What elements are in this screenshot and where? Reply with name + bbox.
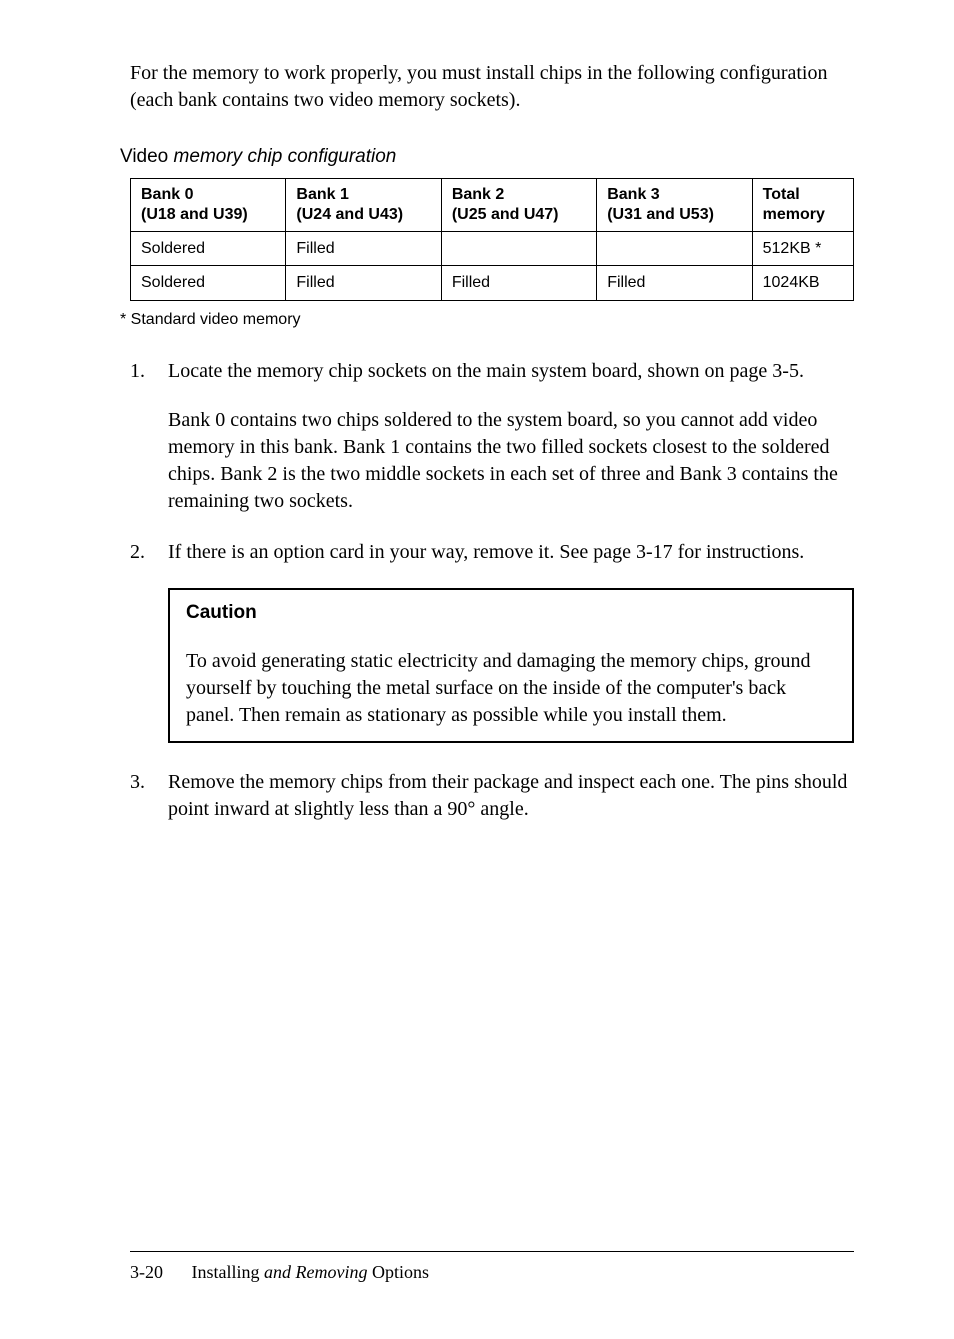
header-bank0: Bank 0(U18 and U39) (131, 178, 286, 231)
caption-rest: memory chip configuration (168, 146, 396, 167)
intro-paragraph: For the memory to work properly, you mus… (130, 60, 854, 114)
steps-list: Locate the memory chip sockets on the ma… (130, 358, 854, 823)
cell: 1024KB (752, 266, 853, 301)
table-row: Soldered Filled Filled Filled 1024KB (131, 266, 854, 301)
header-bank1: Bank 1(U24 and U43) (286, 178, 441, 231)
step-3-para-1: Remove the memory chips from their packa… (168, 769, 854, 823)
cell: Filled (286, 231, 441, 266)
cell (441, 231, 596, 266)
table-footnote: * Standard video memory (120, 309, 854, 331)
header-bank3: Bank 3(U31 and U53) (597, 178, 752, 231)
step-1-para-1: Locate the memory chip sockets on the ma… (168, 358, 854, 385)
caption-first-word: Video (120, 146, 168, 167)
footer-title: Installing and Removing Options (192, 1262, 430, 1282)
page-number: 3-20 (130, 1262, 163, 1282)
table-header-row: Bank 0(U18 and U39) Bank 1(U24 and U43) … (131, 178, 854, 231)
step-1: Locate the memory chip sockets on the ma… (130, 358, 854, 515)
step-2: If there is an option card in your way, … (130, 539, 854, 743)
table-row: Soldered Filled 512KB * (131, 231, 854, 266)
cell: Soldered (131, 266, 286, 301)
cell: Soldered (131, 231, 286, 266)
cell: Filled (597, 266, 752, 301)
step-2-para-1: If there is an option card in your way, … (168, 539, 854, 566)
step-1-para-2: Bank 0 contains two chips soldered to th… (168, 407, 854, 515)
header-bank2: Bank 2(U25 and U47) (441, 178, 596, 231)
step-3: Remove the memory chips from their packa… (130, 769, 854, 823)
page-footer: 3-20 Installing and Removing Options (130, 1251, 854, 1284)
video-memory-table: Bank 0(U18 and U39) Bank 1(U24 and U43) … (130, 178, 854, 301)
cell: Filled (441, 266, 596, 301)
cell: Filled (286, 266, 441, 301)
table-caption: Video memory chip configuration (120, 144, 854, 170)
header-total: Totalmemory (752, 178, 853, 231)
cell: 512KB * (752, 231, 853, 266)
caution-box: Caution To avoid generating static elect… (168, 588, 854, 743)
cell (597, 231, 752, 266)
caution-title: Caution (186, 600, 836, 626)
caution-text: To avoid generating static electricity a… (186, 648, 836, 729)
